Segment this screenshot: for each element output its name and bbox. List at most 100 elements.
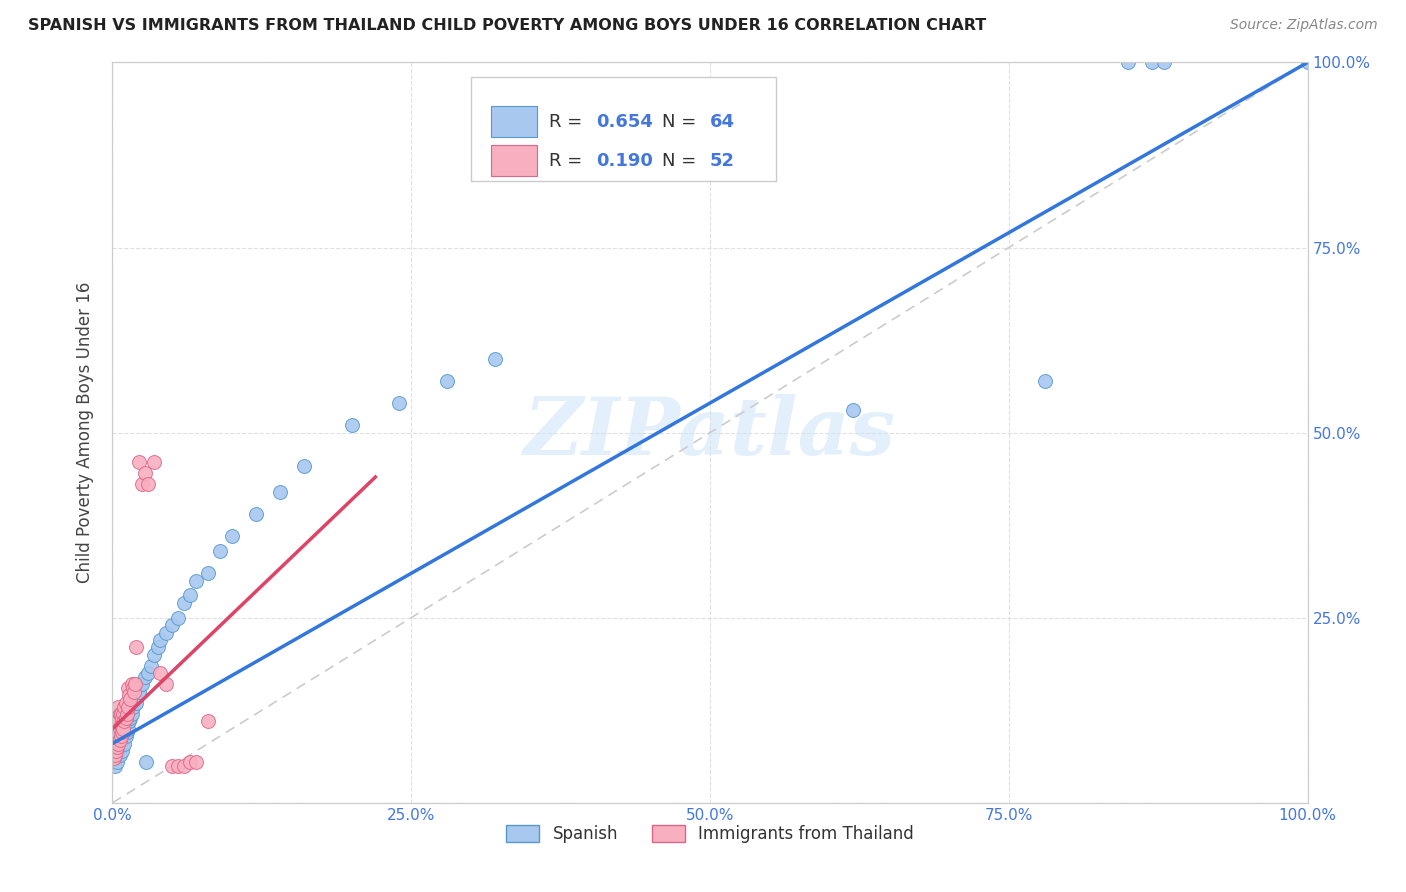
Point [167,758,190,772]
Point [115,725,138,739]
Point [103,740,125,755]
Point [108,740,131,755]
Point [110,737,132,751]
Point [134,467,156,481]
Point [105,740,128,755]
Point [105,729,128,743]
Point [111,725,134,739]
Point [112,706,135,721]
Point [128,455,150,469]
Point [197,566,219,581]
Point [149,666,172,681]
Point [167,610,190,624]
Point [108,732,131,747]
Point [143,648,166,662]
Point [103,751,125,765]
Point [124,677,146,691]
Point [124,685,146,699]
Point [388,396,411,410]
Point [107,714,129,729]
Point [105,714,128,729]
Point [1153,55,1175,70]
Point [197,714,219,729]
Y-axis label: Child Poverty Among Boys Under 16: Child Poverty Among Boys Under 16 [76,282,94,583]
Point [162,758,183,772]
Point [179,755,201,769]
Point [107,725,129,739]
Text: 0.190: 0.190 [596,152,654,169]
Point [221,529,243,543]
Point [112,722,135,736]
Point [105,755,128,769]
Point [340,418,363,433]
Point [104,737,127,751]
Point [114,725,135,739]
Text: 0.654: 0.654 [596,112,654,130]
Point [114,699,135,714]
Point [114,722,136,736]
Point [842,403,865,417]
Point [111,744,134,758]
Point [114,737,135,751]
Point [120,699,142,714]
Point [292,458,315,473]
FancyBboxPatch shape [471,78,776,181]
Point [149,632,172,647]
Point [1142,55,1164,70]
Point [110,718,132,732]
Bar [491,106,537,137]
Text: 64: 64 [710,112,735,130]
Point [173,596,195,610]
Point [108,706,131,721]
Point [118,714,141,729]
Point [135,755,157,769]
Point [121,681,143,695]
Point [121,677,143,691]
Point [128,685,150,699]
Text: N =: N = [662,112,702,130]
Point [117,706,139,721]
Point [436,374,458,388]
Point [112,729,135,743]
Text: 52: 52 [710,152,735,169]
Point [131,477,153,491]
Point [245,507,267,521]
Point [120,692,142,706]
Text: N =: N = [662,152,702,169]
Point [110,722,132,736]
Point [117,681,139,695]
Point [134,670,156,684]
Point [1296,55,1319,70]
Point [121,699,143,714]
Point [484,351,506,366]
Text: Source: ZipAtlas.com: Source: ZipAtlas.com [1230,18,1378,32]
Point [186,755,208,769]
Point [173,758,195,772]
Point [111,732,134,747]
Point [110,729,132,743]
Point [110,729,132,743]
Point [112,722,135,736]
Point [269,484,291,499]
Point [114,711,136,725]
Bar [491,145,537,177]
Point [117,722,139,736]
Point [107,744,129,758]
Point [120,711,142,725]
Point [115,706,138,721]
Point [105,732,128,747]
Point [127,689,149,703]
Point [131,677,153,691]
Point [209,544,232,558]
Point [125,696,148,710]
Text: ZIPatlas: ZIPatlas [524,394,896,471]
Point [114,714,135,729]
Point [155,677,177,691]
Point [104,747,127,762]
Legend: Spanish, Immigrants from Thailand: Spanish, Immigrants from Thailand [499,819,921,850]
Text: SPANISH VS IMMIGRANTS FROM THAILAND CHILD POVERTY AMONG BOYS UNDER 16 CORRELATIO: SPANISH VS IMMIGRANTS FROM THAILAND CHIL… [28,18,987,33]
Point [121,706,143,721]
Point [114,696,136,710]
Point [115,714,138,729]
Text: R =: R = [548,112,588,130]
